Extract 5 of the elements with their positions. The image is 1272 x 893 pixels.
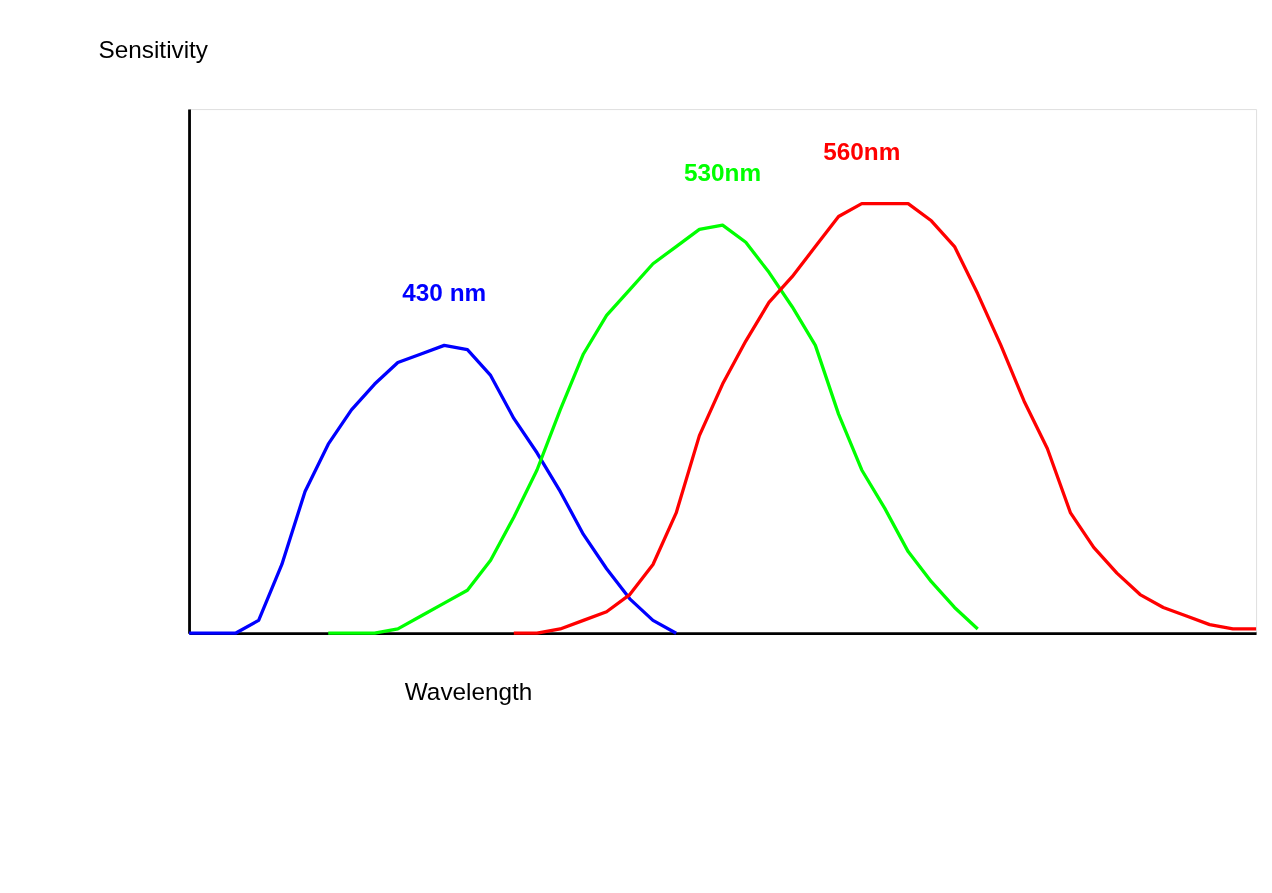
x-axis-title: Wavelength [404,678,533,706]
series-label: 560nm [823,137,901,165]
series-label: 530nm [684,159,762,187]
text: Sensitivity [98,35,209,63]
text: 430 nm [402,279,487,307]
